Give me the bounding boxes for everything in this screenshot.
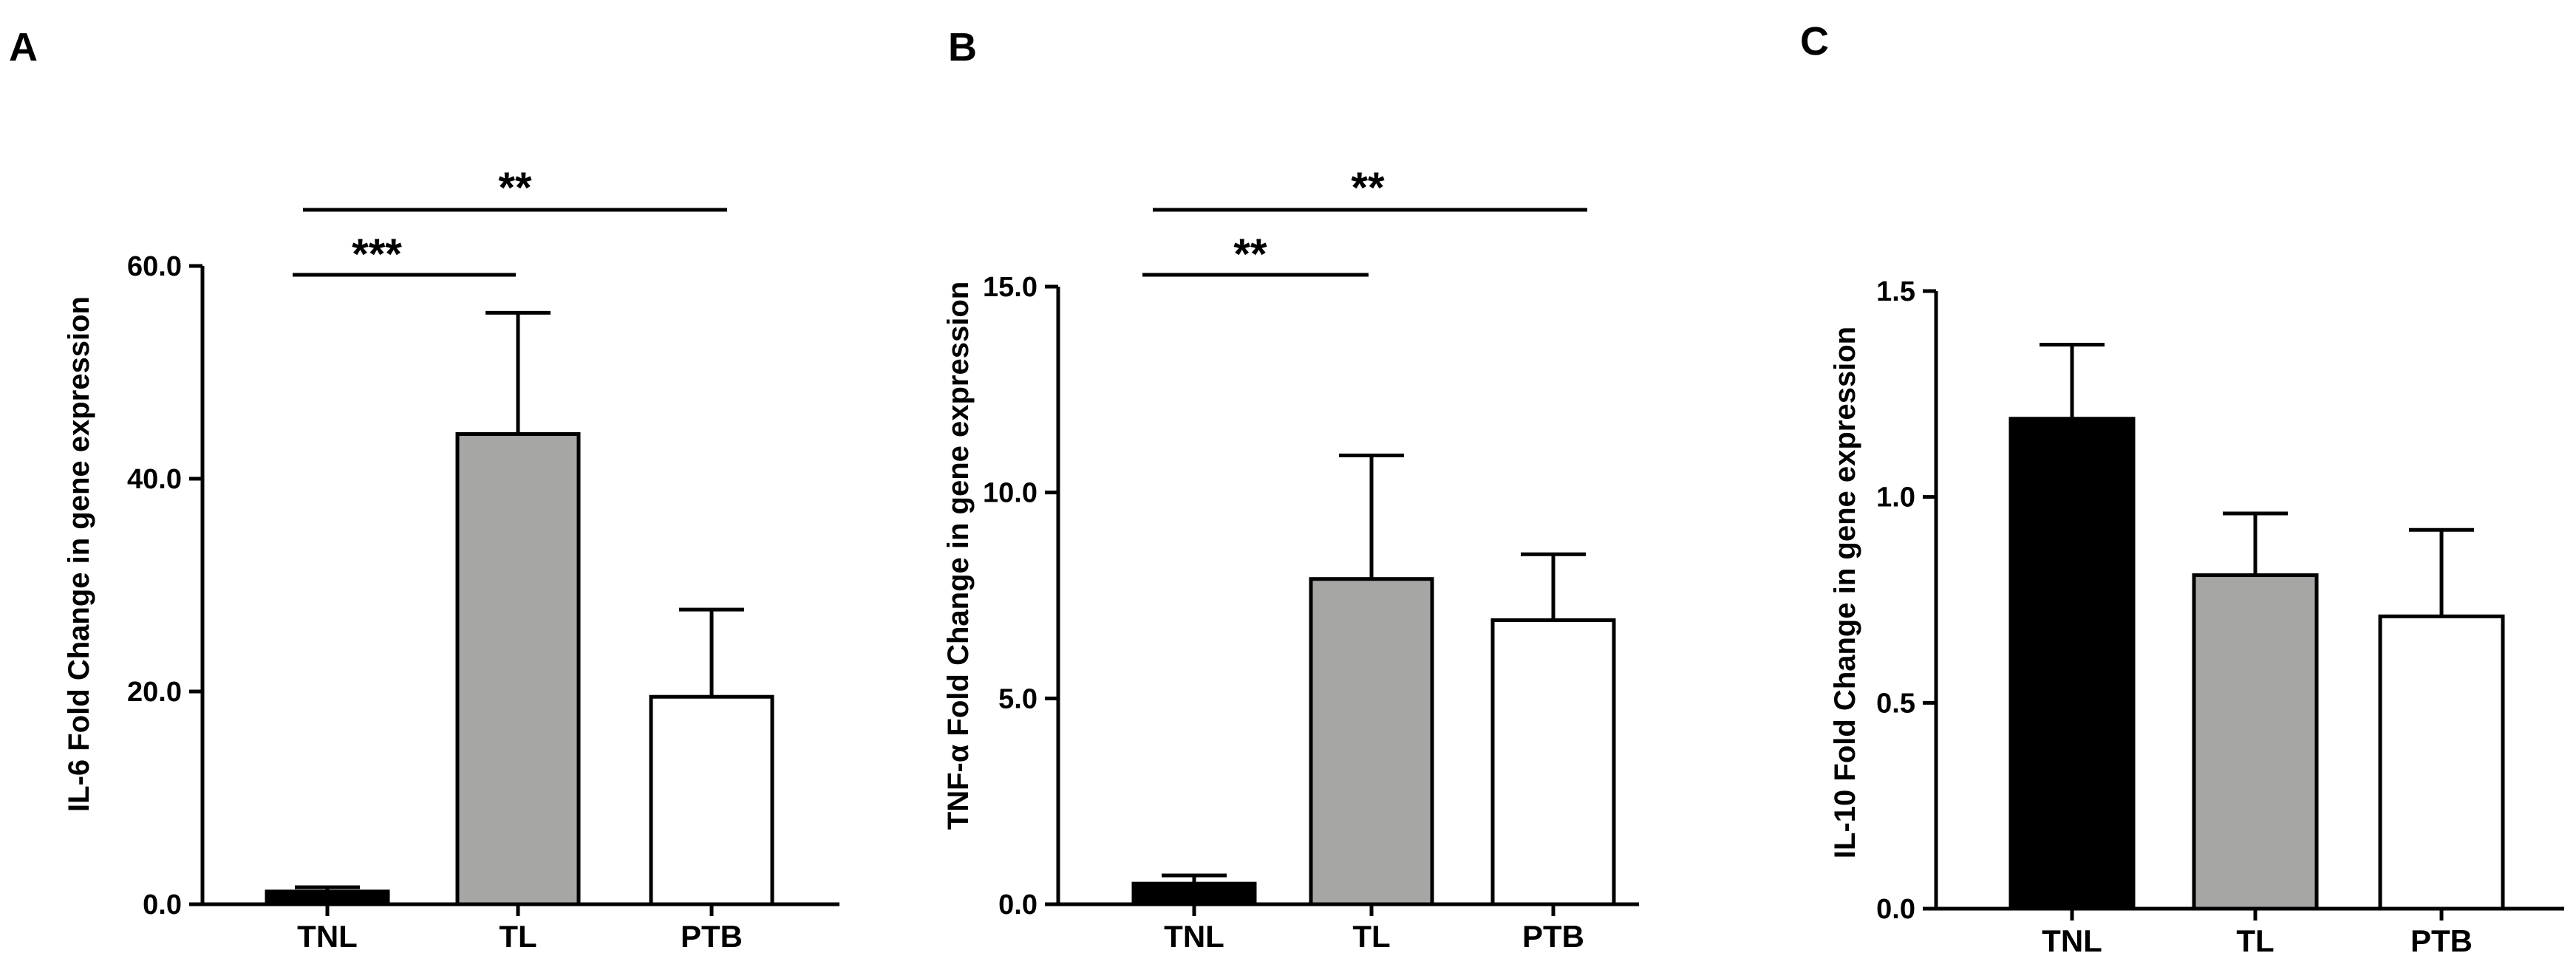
y-tick-label: 5.0 [998,683,1037,714]
panel-c-letter: C [1800,19,1829,64]
bar-tl [1309,577,1434,906]
x-tick-label: TNL [2042,923,2102,958]
bar-ptb [1490,618,1616,906]
y-tick-label: 1.5 [1876,276,1915,307]
bar-ptb [649,694,774,906]
significance-label: ** [1233,230,1267,279]
x-tick-label: TNL [297,919,358,954]
significance-label: ** [498,164,532,212]
bar-tl [2192,573,2319,911]
x-tick-label: TL [1352,919,1390,954]
panel-b-y-axis-title: TNF-α Fold Change in gene expression [942,281,975,830]
x-tick-label: TNL [1164,919,1224,954]
y-tick-label: 60.0 [127,251,182,282]
y-tick-label: 0.0 [998,889,1037,921]
panel-b-plot: 0.0 5.0 10.0 15.0 TNL TL PTB ** ** [983,164,1639,954]
y-tick-label: 20.0 [127,677,182,708]
x-tick-label: PTB [681,919,743,954]
panel-c-y-axis-title: IL-10 Fold Change in gene expression [1829,327,1861,858]
panel-c: C IL-10 Fold Change in gene expression 0… [1800,19,2564,958]
x-tick-label: TL [2236,923,2274,958]
y-tick-label: 0.5 [1876,688,1915,719]
y-tick-label: 40.0 [127,464,182,495]
y-tick-label: 0.0 [1876,894,1915,925]
bar-tnl [2008,417,2136,911]
panel-b: B TNF-α Fold Change in gene expression 0… [942,25,1639,954]
x-tick-label: PTB [1522,919,1584,954]
x-tick-label: PTB [2410,923,2473,958]
x-tick-label: TL [499,919,536,954]
panel-a-y-axis-title: IL-6 Fold Change in gene expression [63,296,95,812]
bar-tl [455,432,581,906]
y-tick-label: 0.0 [143,889,182,921]
panel-c-plot: 0.0 0.5 1.0 1.5 TNL TL PTB [1876,276,2564,958]
bar-tnl [265,889,390,906]
y-tick-label: 10.0 [983,478,1037,509]
significance-label: *** [352,230,402,279]
significance-label: ** [1351,164,1385,212]
bar-tnl [1131,881,1257,906]
panel-b-letter: B [948,25,977,69]
panel-a-letter: A [9,25,38,69]
y-tick-label: 1.0 [1876,482,1915,513]
bar-ptb [2378,614,2505,911]
panel-a: A IL-6 Fold Change in gene expression 0.… [9,25,839,954]
y-tick-label: 15.0 [983,272,1037,303]
